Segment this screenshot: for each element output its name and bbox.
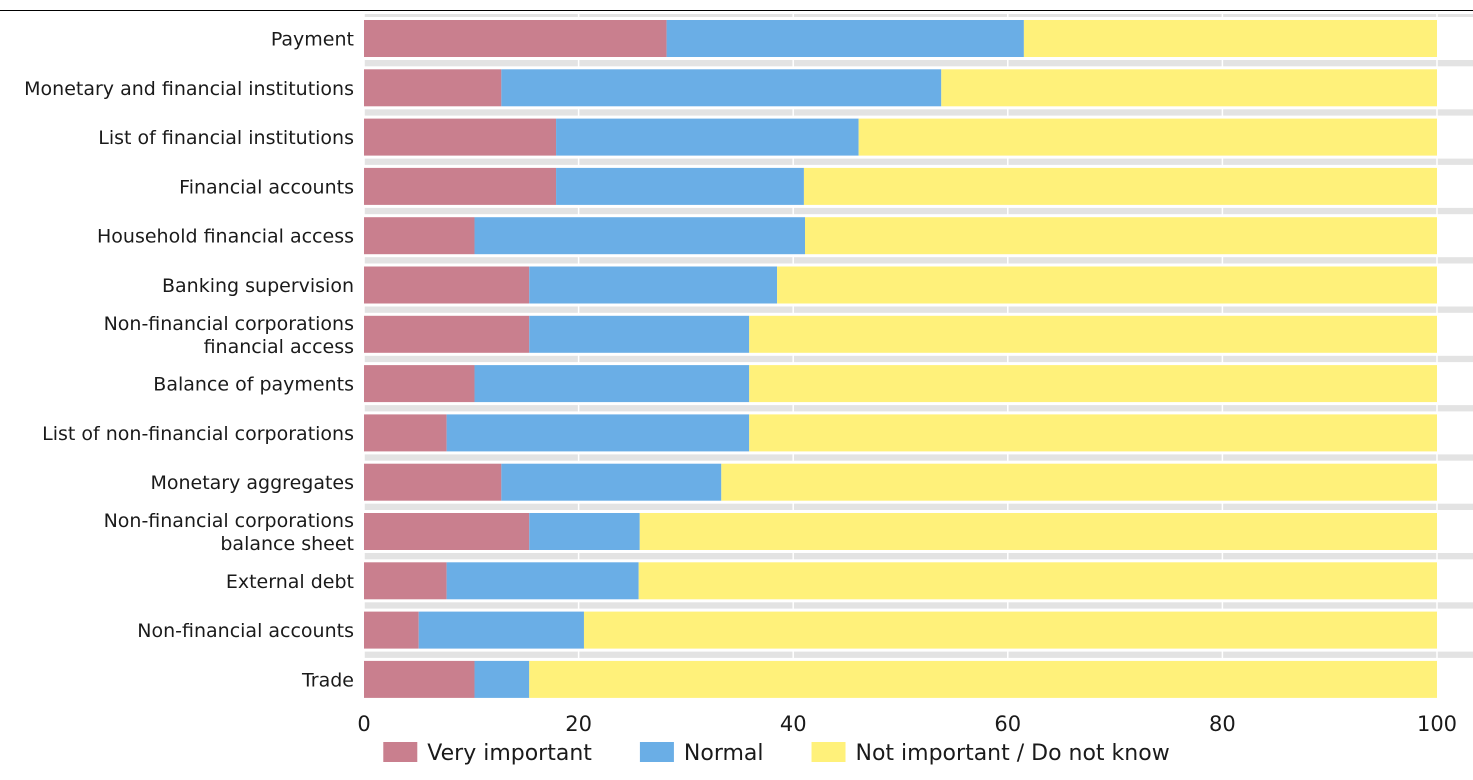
bar-segment xyxy=(858,118,1437,156)
bar-segment xyxy=(364,513,530,550)
category-label: Financial accounts xyxy=(179,176,354,198)
bar-segment xyxy=(803,167,1437,205)
bar-segment xyxy=(446,562,639,600)
bar-segment xyxy=(638,562,1437,600)
bar-segment xyxy=(529,266,778,304)
bar-segment xyxy=(941,69,1437,107)
bar-segment xyxy=(529,513,640,550)
category-label: Monetary aggregates xyxy=(150,472,354,494)
bar-segment xyxy=(364,611,419,649)
bar-segment xyxy=(364,315,530,353)
bar-segment xyxy=(474,365,750,403)
category-label: Banking supervision xyxy=(162,275,354,297)
bar-segment xyxy=(721,463,1437,501)
bar-segment xyxy=(529,315,750,353)
bar-segment xyxy=(583,611,1437,649)
bar-segment xyxy=(501,463,722,501)
bar-segment xyxy=(364,463,502,501)
bar-segment xyxy=(446,414,750,452)
x-tick-label: 80 xyxy=(1209,712,1236,736)
legend-swatch xyxy=(811,742,846,762)
legend-label: Very important xyxy=(427,741,592,766)
bar-segment xyxy=(364,266,530,304)
category-label: List of non-financial corporations xyxy=(42,423,354,445)
bar-segment xyxy=(474,217,806,255)
category-labels: Payment Monetary and financial institutio… xyxy=(24,29,354,692)
category-label: Non-financial corporations balance sheet xyxy=(104,510,354,555)
bar-segment xyxy=(418,611,584,649)
bar-segment xyxy=(364,69,502,107)
bar-segment xyxy=(474,660,530,698)
category-label: Balance of payments xyxy=(153,374,354,396)
category-label: Trade xyxy=(301,669,354,691)
x-tick-label: 0 xyxy=(357,712,370,736)
x-tick-label: 60 xyxy=(994,712,1021,736)
x-tick-label: 40 xyxy=(780,712,807,736)
x-tick-label: 20 xyxy=(565,712,592,736)
bars xyxy=(364,20,1437,698)
category-label: Monetary and financial institutions xyxy=(24,78,354,100)
bar-segment xyxy=(749,365,1437,403)
bar-segment xyxy=(364,562,447,600)
legend-label: Not important / Do not know xyxy=(856,741,1170,766)
bar-segment xyxy=(364,118,557,156)
category-label: External debt xyxy=(226,571,354,593)
legend-label: Normal xyxy=(684,741,764,766)
bar-segment xyxy=(749,315,1437,353)
bar-segment xyxy=(556,118,859,156)
bar-segment xyxy=(364,414,447,452)
category-label: List of financial institutions xyxy=(98,127,354,149)
bar-segment xyxy=(364,217,475,255)
category-label: Non-financial corporations financial acce… xyxy=(104,313,354,358)
bar-segment xyxy=(364,20,667,57)
legend-swatch xyxy=(383,742,418,762)
legend-swatch xyxy=(639,742,674,762)
category-label: Non-financial accounts xyxy=(137,620,354,642)
bar-segment xyxy=(501,69,942,107)
category-label: Payment xyxy=(271,29,354,51)
category-label: Household financial access xyxy=(97,226,354,248)
bar-segment xyxy=(364,365,475,403)
bar-segment xyxy=(529,660,1437,698)
top-rule xyxy=(0,10,1473,11)
x-axis-ticks: 0 20 40 60 80 100 xyxy=(357,712,1457,736)
bar-segment xyxy=(749,414,1437,452)
bar-segment xyxy=(1023,20,1437,57)
bar-segment xyxy=(364,660,475,698)
bar-segment xyxy=(639,513,1437,550)
bar-segment xyxy=(556,167,804,205)
bar-segment xyxy=(777,266,1437,304)
legend: Very important Normal Not important / Do n… xyxy=(383,741,1170,766)
x-tick-label: 100 xyxy=(1417,712,1457,736)
bar-segment xyxy=(364,167,557,205)
bar-segment xyxy=(805,217,1437,255)
bar-segment xyxy=(666,20,1024,57)
